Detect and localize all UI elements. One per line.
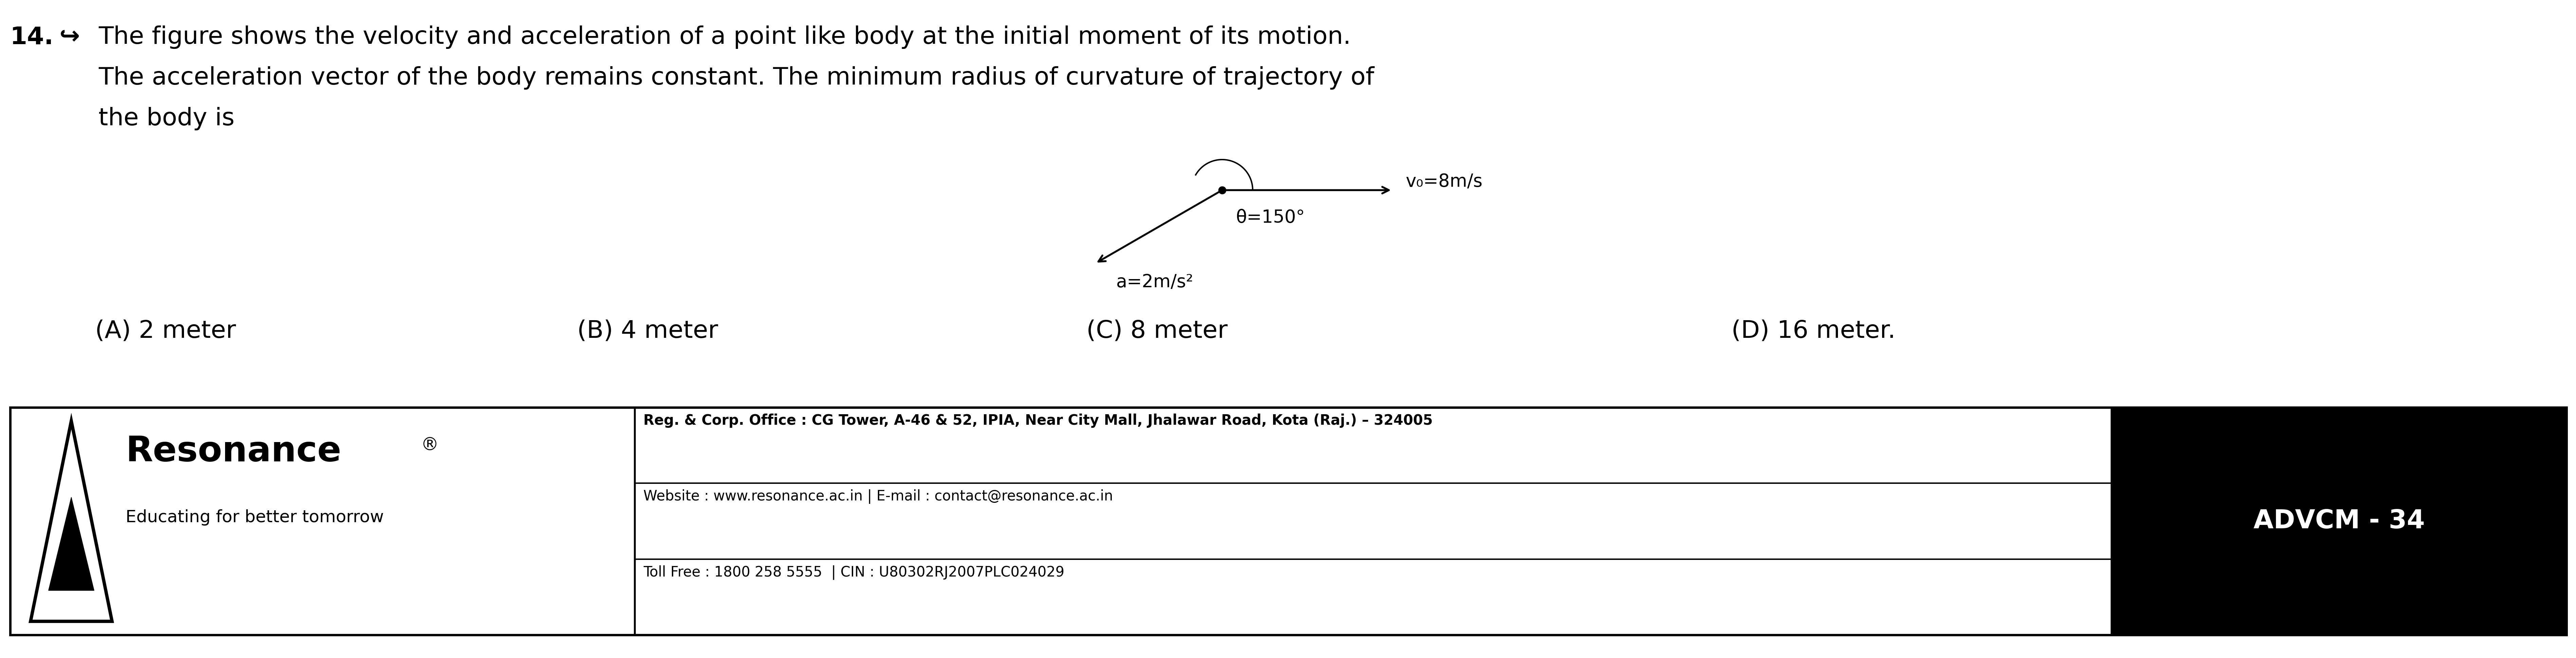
Text: Toll Free : 1800 258 5555  | CIN : U80302RJ2007PLC024029: Toll Free : 1800 258 5555 | CIN : U80302…	[644, 565, 1064, 580]
Text: (C) 8 meter: (C) 8 meter	[1087, 319, 1229, 343]
Text: 14.: 14.	[10, 26, 54, 49]
Text: Reg. & Corp. Office : CG Tower, A-46 & 52, IPIA, Near City Mall, Jhalawar Road, : Reg. & Corp. Office : CG Tower, A-46 & 5…	[644, 413, 1432, 428]
Text: Educating for better tomorrow: Educating for better tomorrow	[126, 509, 384, 526]
Text: ↪: ↪	[59, 26, 80, 49]
Text: the body is: the body is	[98, 107, 234, 130]
Text: ADVCM - 34: ADVCM - 34	[2254, 509, 2424, 534]
Text: v₀=8m/s: v₀=8m/s	[1406, 173, 1481, 190]
Text: ®: ®	[420, 436, 438, 454]
Text: Resonance: Resonance	[126, 434, 340, 469]
Text: The acceleration vector of the body remains constant. The minimum radius of curv: The acceleration vector of the body rema…	[98, 66, 1373, 89]
Text: Website : www.resonance.ac.in | E-mail : contact@resonance.ac.in: Website : www.resonance.ac.in | E-mail :…	[644, 490, 1113, 504]
Text: a=2m/s²: a=2m/s²	[1115, 273, 1193, 291]
Bar	[2112, 407, 2566, 635]
Text: (D) 16 meter.: (D) 16 meter.	[1731, 319, 1896, 343]
Text: (B) 4 meter: (B) 4 meter	[577, 319, 719, 343]
Bar	[10, 407, 2566, 635]
Text: θ=150°: θ=150°	[1236, 209, 1306, 226]
Text: The figure shows the velocity and acceleration of a point like body at the initi: The figure shows the velocity and accele…	[98, 26, 1350, 49]
Polygon shape	[49, 497, 95, 590]
Text: (A) 2 meter: (A) 2 meter	[95, 319, 237, 343]
